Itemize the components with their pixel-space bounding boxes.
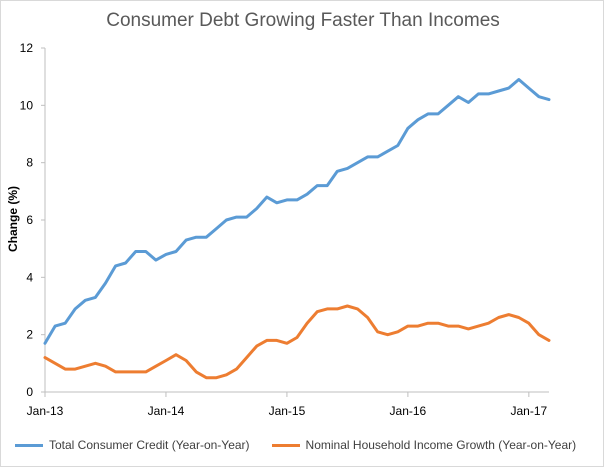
y-tick-label: 6	[26, 213, 33, 227]
y-tick-label: 12	[20, 41, 34, 55]
chart-title: Consumer Debt Growing Faster Than Income…	[106, 10, 500, 31]
legend-label-credit: Total Consumer Credit (Year-on-Year)	[49, 438, 250, 452]
y-tick-label: 2	[26, 328, 33, 342]
legend-label-income: Nominal Household Income Growth (Year-on…	[305, 438, 577, 452]
legend-swatch-income	[271, 443, 300, 447]
x-tick-label: Jan-15	[269, 404, 306, 418]
y-tick-label: 4	[26, 270, 33, 284]
x-tick-label: Jan-16	[390, 404, 427, 418]
series-line-income	[43, 304, 551, 380]
legend-swatch-credit	[15, 443, 43, 447]
series-line-credit	[43, 78, 551, 345]
legend-item-credit: Total Consumer Credit (Year-on-Year)	[15, 438, 250, 452]
x-tick-label: Jan-17	[510, 404, 547, 418]
x-tick-label: Jan-13	[27, 404, 64, 418]
legend-item-income: Nominal Household Income Growth (Year-on…	[271, 438, 577, 452]
y-tick-label: 10	[20, 98, 34, 112]
y-tick-label: 0	[26, 385, 33, 399]
y-tick-label: 8	[26, 156, 33, 170]
x-tick-label: Jan-14	[148, 404, 185, 418]
legend: Total Consumer Credit (Year-on-Year) Nom…	[15, 437, 598, 453]
